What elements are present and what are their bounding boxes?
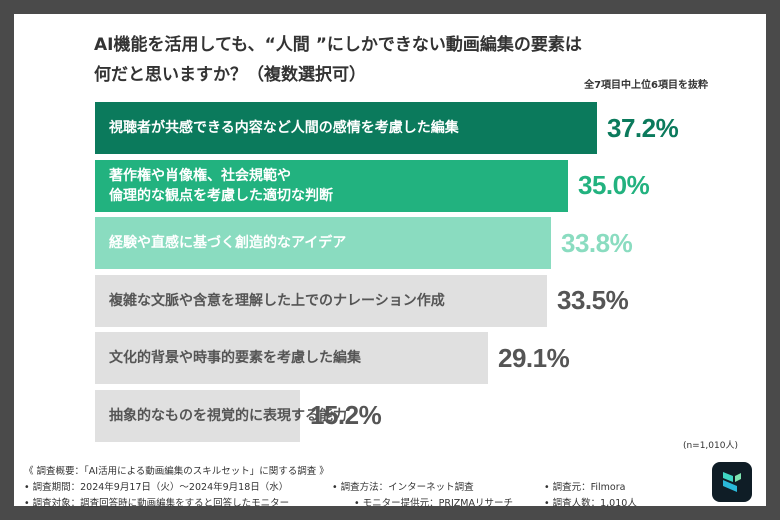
bar <box>95 102 597 154</box>
bar-chart: 視聴者が共感できる内容など人間の感情を考慮した編集 37.2% 著作権や肖像権、社会… <box>14 14 766 506</box>
bar-label: 抽象的なものを視覚的に表現する能力 <box>109 407 347 424</box>
survey-target: • 調査対象：調査回答時に動画編集をすると回答したモニター <box>24 498 290 509</box>
selection-note: 全7項目中上位6項目を抜粋 <box>584 80 708 91</box>
bar-row: 複雑な文脈や含意を理解した上でのナレーション作成 33.5% <box>95 274 687 327</box>
survey-period: • 調査期間：2024年9月17日（火）～2024年9月18日（水） <box>24 482 289 493</box>
sample-size-label: (n=1,010人) <box>682 441 738 451</box>
survey-count: • 調査人数：1,010人 <box>544 498 637 509</box>
bar-row: 抽象的なものを視覚的に表現する能力 15.2% <box>95 389 440 442</box>
bar-value-label: 29.1% <box>498 342 570 373</box>
survey-summary: 《 調査概要：「AI活用による動画編集のスキルセット」に関する調査 》 <box>24 466 329 477</box>
bar-row: 視聴者が共感できる内容など人間の感情を考慮した編集 37.2% <box>95 102 737 154</box>
survey-card: AI機能を活用しても、“人間 ”にしかできない動画編集の要素は 何だと思いますか… <box>14 14 766 509</box>
bar-row: 著作権や肖像権、社会規範や 倫理的な観点を考慮した適切な判断 35.0% <box>95 159 708 212</box>
bar-value-label: 33.5% <box>557 285 629 315</box>
bar <box>95 159 568 212</box>
bar-value-label: 35.0% <box>578 170 650 200</box>
monitor-provider: • モニター提供元：PRIZMAリサーチ <box>354 498 513 509</box>
survey-source: • 調査元：Filmora <box>544 482 626 493</box>
bar-label: 経験や直感に基づく創造的なアイデア <box>109 235 347 251</box>
bar-label: 視聴者が共感できる内容など人間の感情を考慮した編集 <box>109 120 459 136</box>
survey-overview: 《 調査概要：「AI活用による動画編集のスキルセット」に関する調査 》 • 調査… <box>24 464 637 512</box>
bar-value-label: 15.2% <box>310 400 382 430</box>
bar-label: 著作権や肖像権、社会規範や 倫理的な観点を考慮した適切な判断 <box>109 167 333 204</box>
bar-row: 文化的背景や時事的要素を考慮した編集 29.1% <box>95 332 628 384</box>
survey-details-row-1: • 調査期間：2024年9月17日（火）～2024年9月18日（水） • 調査方… <box>24 480 625 496</box>
bar-row: 経験や直感に基づく創造的なアイデア 33.8% <box>95 217 691 269</box>
bar <box>95 217 551 269</box>
bar <box>95 332 488 384</box>
bar-value-label: 37.2% <box>607 112 679 143</box>
bar <box>95 274 547 327</box>
bar-label: 文化的背景や時事的要素を考慮した編集 <box>109 350 361 366</box>
chart-title: AI機能を活用しても、“人間 ”にしかできない動画編集の要素は 何だと思いますか… <box>94 35 582 85</box>
survey-method: • 調査方法：インターネット調査 <box>332 482 474 493</box>
bar <box>95 389 300 442</box>
bar-label: 複雑な文脈や含意を理解した上でのナレーション作成 <box>109 292 445 309</box>
survey-details-row-2: • 調査対象：調査回答時に動画編集をすると回答したモニター • モニター提供元：… <box>24 496 637 512</box>
filmora-logo-icon <box>712 462 752 502</box>
bar-value-label: 33.8% <box>561 227 633 258</box>
